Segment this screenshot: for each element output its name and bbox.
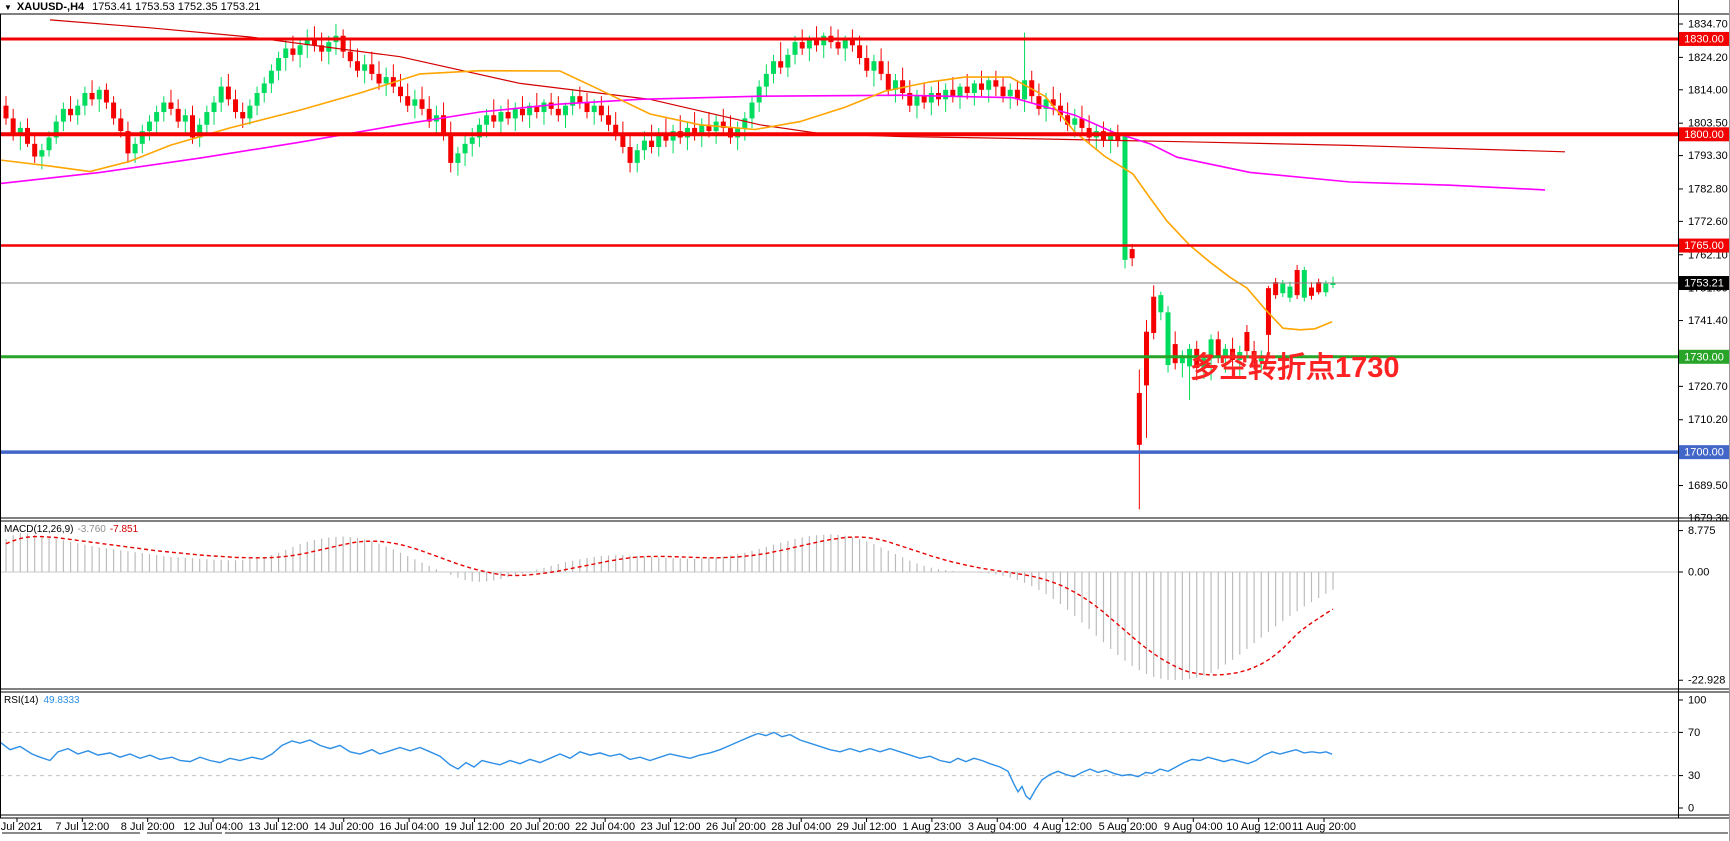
price-tick-label: 1710.20 xyxy=(1688,414,1728,426)
rsi-indicator-name: RSI(14) xyxy=(4,695,39,706)
time-axis-label: 19 Jul 12:00 xyxy=(444,821,504,833)
time-axis-label: 3 Aug 04:00 xyxy=(968,821,1027,833)
indicator-axis-labels[interactable]: 8.775 0.00 -22.928 100 70 30 0 xyxy=(1678,525,1725,815)
time-axis-label: 6 Jul 2021 xyxy=(0,821,42,833)
rsi-axis-label: 30 xyxy=(1688,770,1700,782)
time-axis-label: 7 Jul 12:00 xyxy=(55,821,109,833)
price-level-badge: 1730.00 xyxy=(1684,351,1724,363)
time-axis-label: 29 Jul 12:00 xyxy=(837,821,897,833)
price-tick-label: 1741.40 xyxy=(1688,315,1728,327)
macd-main-value: -3.760 xyxy=(77,524,106,535)
rsi-panel-label: RSI(14) 49.8333 xyxy=(4,695,80,706)
rsi-axis-label: 70 xyxy=(1688,727,1700,739)
horizontal-level-lines[interactable] xyxy=(0,37,1678,454)
macd-axis-label: 0.00 xyxy=(1688,567,1709,579)
rsi-value: 49.8333 xyxy=(43,695,80,706)
price-tick-label: 1803.50 xyxy=(1688,118,1728,130)
rsi-axis-label: 0 xyxy=(1688,803,1694,815)
price-tick-label: 1720.70 xyxy=(1688,381,1728,393)
time-axis-label: 22 Jul 04:00 xyxy=(575,821,635,833)
chart-title: ▼ XAUUSD-,H4 1753.41 1753.53 1752.35 1753.… xyxy=(4,1,260,13)
macd-indicator-name: MACD(12,26,9) xyxy=(4,524,74,535)
price-tick-label: 1782.80 xyxy=(1688,183,1728,195)
time-axis-label: 10 Aug 12:00 xyxy=(1226,821,1291,833)
time-axis-label: 14 Jul 20:00 xyxy=(314,821,374,833)
price-tick-label: 1679.30 xyxy=(1688,512,1728,524)
macd-panel-label: MACD(12,26,9) -3.760 -7.851 xyxy=(4,524,138,535)
moving-average-lines xyxy=(0,19,1566,331)
price-tick-label: 1772.60 xyxy=(1688,216,1728,228)
rsi-indicator xyxy=(0,731,1678,801)
rsi-axis-label: 100 xyxy=(1688,695,1706,707)
time-axis-label: 13 Jul 12:00 xyxy=(248,821,308,833)
price-tick-label: 1834.70 xyxy=(1688,19,1728,31)
time-axis-label: 16 Jul 04:00 xyxy=(379,821,439,833)
price-level-badge: 1700.00 xyxy=(1684,447,1724,459)
ohlc-values: 1753.41 1753.53 1752.35 1753.21 xyxy=(92,1,261,13)
time-axis[interactable]: 6 Jul 2021 7 Jul 12:00 8 Jul 20:00 12 Jul 0… xyxy=(0,818,1356,833)
time-axis-label: 11 Aug 20:00 xyxy=(1292,821,1356,833)
time-axis-label: 28 Jul 04:00 xyxy=(771,821,831,833)
macd-axis-label: -22.928 xyxy=(1688,675,1725,687)
price-level-badge: 1753.21 xyxy=(1684,278,1724,290)
time-axis-label: 9 Aug 04:00 xyxy=(1164,821,1223,833)
macd-indicator xyxy=(0,532,1678,681)
time-axis-label: 23 Jul 12:00 xyxy=(641,821,701,833)
price-level-badge: 1765.00 xyxy=(1684,240,1724,252)
symbol-timeframe-label: XAUUSD-,H4 xyxy=(16,1,85,13)
time-axis-label: 5 Aug 20:00 xyxy=(1099,821,1158,833)
price-level-badge: 1830.00 xyxy=(1684,33,1724,45)
symbol-dropdown-icon[interactable]: ▼ xyxy=(4,3,12,12)
price-tick-label: 1689.50 xyxy=(1688,480,1728,492)
pivot-annotation-text[interactable]: 多空转折点1730 xyxy=(1190,352,1400,384)
price-tick-label: 1824.20 xyxy=(1688,52,1728,64)
time-axis-label: 26 Jul 20:00 xyxy=(706,821,766,833)
time-axis-label: 4 Aug 12:00 xyxy=(1033,821,1092,833)
price-axis-badges: 1830.00 1800.00 1765.00 1753.21 1730.00 1700.… xyxy=(1679,31,1729,460)
time-axis-label: 12 Jul 04:00 xyxy=(183,821,243,833)
macd-axis-label: 8.775 xyxy=(1688,525,1716,537)
price-tick-label: 1793.30 xyxy=(1688,150,1728,162)
time-axis-label: 20 Jul 20:00 xyxy=(510,821,570,833)
time-axis-label: 1 Aug 23:00 xyxy=(903,821,962,833)
time-axis-label: 8 Jul 20:00 xyxy=(121,821,175,833)
macd-signal-value: -7.851 xyxy=(109,524,139,535)
price-level-badge: 1800.00 xyxy=(1684,129,1724,141)
main-chart-candles xyxy=(3,24,1336,510)
price-tick-label: 1814.00 xyxy=(1688,84,1728,96)
